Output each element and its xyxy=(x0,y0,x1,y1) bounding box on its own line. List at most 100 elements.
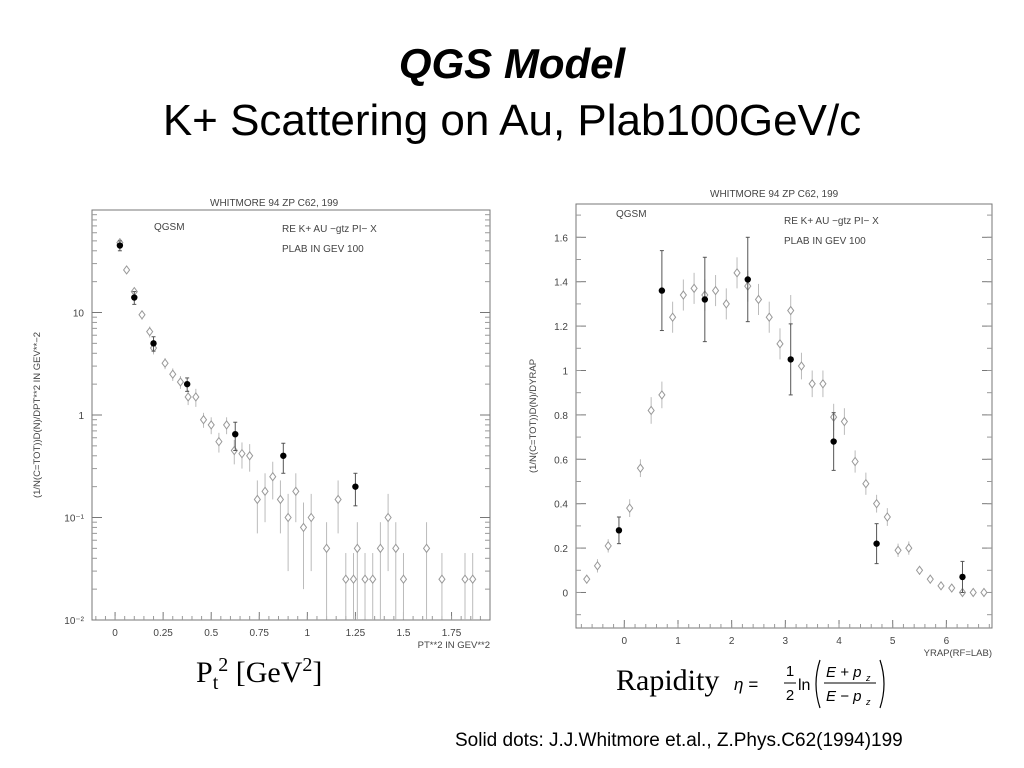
formula-den-sub: z xyxy=(865,697,871,707)
y-tick-label: 0.2 xyxy=(554,544,568,555)
pt2-caption-sup: 2 xyxy=(218,654,229,676)
model-point xyxy=(461,574,469,585)
model-point xyxy=(292,486,300,497)
x-tick-label: 1 xyxy=(305,628,311,639)
model-point xyxy=(384,512,392,523)
data-point xyxy=(658,287,666,294)
y-tick-label: 10 xyxy=(73,309,85,320)
x-tick-label: 1.5 xyxy=(397,628,411,639)
data-point xyxy=(116,242,124,249)
model-point xyxy=(361,574,369,585)
model-point xyxy=(176,377,185,387)
model-point xyxy=(369,574,377,585)
model-point xyxy=(722,299,730,309)
model-point xyxy=(469,574,477,585)
formula-ln: ln xyxy=(798,677,810,694)
model-point xyxy=(937,580,945,591)
model-point xyxy=(438,574,446,585)
x-tick-label: 0 xyxy=(622,636,628,647)
data-point xyxy=(232,430,239,438)
model-point xyxy=(199,414,208,425)
data-point xyxy=(352,483,359,490)
model-label: QGSM xyxy=(616,209,647,220)
model-point xyxy=(948,583,956,593)
model-point xyxy=(626,503,634,513)
model-point xyxy=(583,574,591,584)
model-point xyxy=(399,574,408,585)
x-tick-label: 5 xyxy=(890,636,896,647)
data-source-credit: Solid dots: J.J.Whitmore et.al., Z.Phys.… xyxy=(455,730,903,751)
data-point xyxy=(744,276,751,283)
model-point xyxy=(342,574,350,585)
formula-num: E + p xyxy=(826,664,861,681)
formula-num-sub: z xyxy=(865,673,871,683)
model-point xyxy=(269,471,277,482)
x-tick-label: 0.75 xyxy=(250,628,270,639)
model-point xyxy=(808,378,816,389)
x-axis-label: YRAP(RF=LAB) xyxy=(924,648,992,659)
model-point xyxy=(679,290,687,300)
model-point xyxy=(658,390,666,400)
plab-label: PLAB IN GEV 100 xyxy=(784,236,866,247)
data-point xyxy=(959,573,966,581)
pt2-distribution-chart: WHITMORE 94 ZP C62, 199 QGSM RE K+ AU −gtz… xyxy=(32,198,491,651)
model-point xyxy=(787,305,795,316)
formula-lhs: η = xyxy=(734,675,758,694)
model-point xyxy=(222,420,231,430)
x-tick-label: 2 xyxy=(729,636,735,647)
y-tick-label: 1 xyxy=(562,366,568,377)
model-point xyxy=(353,543,361,554)
formula-paren-left xyxy=(815,659,821,709)
formula-den: E − p xyxy=(826,688,861,705)
x-tick-label: 1.25 xyxy=(346,628,366,639)
model-point xyxy=(797,361,806,371)
model-point xyxy=(905,543,913,553)
formula-paren-right xyxy=(879,659,885,709)
y-tick-label: 0 xyxy=(562,588,568,599)
x-tick-label: 0.5 xyxy=(204,628,218,639)
y-tick-label: 10⁻² xyxy=(64,616,84,627)
data-point xyxy=(280,452,287,459)
model-point xyxy=(915,565,924,576)
pt2-caption-base: P xyxy=(196,656,213,689)
data-point xyxy=(873,540,880,547)
model-point xyxy=(299,522,308,533)
model-point xyxy=(980,587,988,598)
y-tick-label: 10⁻¹ xyxy=(64,514,84,525)
pt2-caption-sub: t xyxy=(212,672,219,694)
model-point xyxy=(647,405,655,416)
model-point xyxy=(872,498,881,509)
model-point xyxy=(422,543,431,554)
model-point xyxy=(322,543,331,554)
model-point xyxy=(238,448,246,459)
data-point xyxy=(701,296,709,303)
x-tick-label: 3 xyxy=(783,636,789,647)
chart-header: WHITMORE 94 ZP C62, 199 xyxy=(710,189,839,200)
y-axis-label: (1/N(C=TOT))D(N)/DPT**2 IN GEV**−2 xyxy=(32,332,43,498)
y-tick-label: 0.8 xyxy=(554,411,568,422)
model-point xyxy=(392,543,400,554)
x-axis-label: PT**2 IN GEV**2 xyxy=(418,640,490,651)
data-point xyxy=(830,438,837,445)
slide-subtitle: K+ Scattering on Au, Plab100GeV/c xyxy=(162,96,862,145)
model-point xyxy=(349,574,358,585)
model-point xyxy=(276,494,285,505)
model-point xyxy=(668,312,677,323)
y-axis-label: (1/N(C=TOT))D(N)/DYRAP xyxy=(528,359,539,473)
model-point xyxy=(376,543,385,554)
reaction-label: RE K+ AU −gtz PI− X xyxy=(784,216,879,227)
y-tick-label: 0.6 xyxy=(554,455,568,466)
model-point xyxy=(334,494,342,505)
model-point xyxy=(169,369,177,380)
formula-frac-num: 1 xyxy=(786,663,794,680)
plot-frame xyxy=(91,209,491,621)
model-point xyxy=(246,450,254,461)
model-point xyxy=(593,561,602,571)
plab-label: PLAB IN GEV 100 xyxy=(282,244,364,255)
x-tick-label: 0 xyxy=(112,628,118,639)
formula-frac-den: 2 xyxy=(786,687,794,704)
y-tick-label: 1 xyxy=(78,411,84,422)
model-point xyxy=(690,283,698,294)
y-tick-label: 1.2 xyxy=(554,322,568,333)
model-point xyxy=(184,392,192,402)
